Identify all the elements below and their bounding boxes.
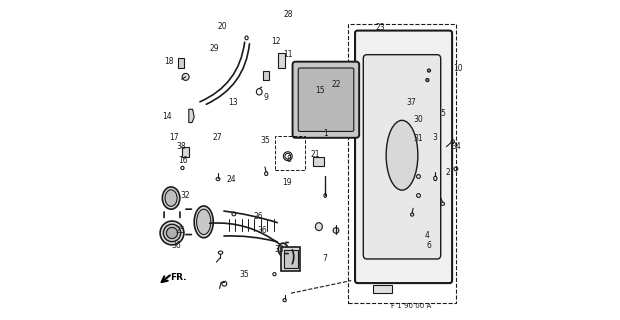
FancyBboxPatch shape bbox=[293, 62, 359, 138]
Text: 22: 22 bbox=[331, 80, 341, 89]
Text: 33: 33 bbox=[274, 245, 284, 254]
Text: 3: 3 bbox=[433, 133, 438, 142]
Text: 29: 29 bbox=[209, 44, 219, 53]
Text: 28: 28 bbox=[284, 10, 293, 19]
Ellipse shape bbox=[162, 187, 180, 209]
Text: 8: 8 bbox=[286, 155, 291, 164]
Polygon shape bbox=[182, 147, 190, 157]
Text: 25: 25 bbox=[175, 226, 185, 235]
Text: FR.: FR. bbox=[170, 273, 186, 282]
Ellipse shape bbox=[278, 243, 288, 256]
Text: 31: 31 bbox=[413, 134, 423, 143]
Text: 5: 5 bbox=[440, 108, 445, 117]
Text: 15: 15 bbox=[316, 86, 325, 95]
FancyBboxPatch shape bbox=[355, 31, 452, 283]
Polygon shape bbox=[313, 157, 324, 166]
Text: 6: 6 bbox=[427, 241, 432, 250]
Text: 36: 36 bbox=[257, 226, 267, 235]
Ellipse shape bbox=[386, 120, 418, 190]
Text: 11: 11 bbox=[284, 50, 293, 59]
FancyBboxPatch shape bbox=[281, 247, 301, 271]
Text: 21: 21 bbox=[311, 150, 321, 159]
Ellipse shape bbox=[166, 228, 177, 238]
Ellipse shape bbox=[427, 69, 430, 72]
Text: 10: 10 bbox=[454, 64, 463, 73]
FancyBboxPatch shape bbox=[178, 59, 184, 68]
Ellipse shape bbox=[333, 228, 339, 233]
FancyBboxPatch shape bbox=[263, 70, 268, 80]
Text: 23: 23 bbox=[376, 23, 385, 32]
Ellipse shape bbox=[163, 224, 181, 242]
FancyBboxPatch shape bbox=[278, 53, 285, 68]
Text: 9: 9 bbox=[264, 93, 268, 102]
Polygon shape bbox=[189, 109, 194, 123]
Text: 16: 16 bbox=[179, 156, 188, 165]
Text: 34: 34 bbox=[452, 142, 461, 151]
Ellipse shape bbox=[316, 223, 322, 231]
Text: 17: 17 bbox=[169, 133, 179, 142]
Text: 7: 7 bbox=[323, 254, 327, 263]
Text: 1: 1 bbox=[323, 129, 327, 138]
FancyBboxPatch shape bbox=[363, 55, 441, 259]
Text: 20: 20 bbox=[218, 22, 228, 31]
Text: 30: 30 bbox=[413, 115, 423, 124]
Text: 14: 14 bbox=[162, 112, 171, 121]
Ellipse shape bbox=[194, 206, 213, 238]
Text: 24: 24 bbox=[226, 175, 236, 184]
Text: 37: 37 bbox=[407, 98, 417, 107]
Text: 13: 13 bbox=[228, 98, 238, 107]
Text: 26: 26 bbox=[254, 212, 264, 221]
Ellipse shape bbox=[165, 190, 177, 206]
Ellipse shape bbox=[160, 221, 184, 245]
FancyBboxPatch shape bbox=[373, 285, 392, 292]
Text: 4: 4 bbox=[424, 231, 429, 240]
Ellipse shape bbox=[197, 209, 211, 235]
Text: 36: 36 bbox=[171, 241, 181, 250]
Text: 2: 2 bbox=[446, 168, 450, 177]
Text: F 1 90 00 A: F 1 90 00 A bbox=[391, 303, 432, 309]
Text: 35: 35 bbox=[260, 136, 270, 145]
FancyBboxPatch shape bbox=[284, 250, 298, 268]
Text: 27: 27 bbox=[213, 133, 222, 142]
Ellipse shape bbox=[426, 78, 429, 82]
FancyBboxPatch shape bbox=[298, 68, 354, 132]
Text: 12: 12 bbox=[271, 37, 280, 46]
Text: 18: 18 bbox=[164, 57, 174, 66]
Text: 19: 19 bbox=[282, 178, 292, 187]
Ellipse shape bbox=[182, 73, 189, 80]
Text: 35: 35 bbox=[239, 270, 249, 279]
Text: 38: 38 bbox=[177, 142, 187, 151]
Text: 32: 32 bbox=[181, 191, 190, 200]
